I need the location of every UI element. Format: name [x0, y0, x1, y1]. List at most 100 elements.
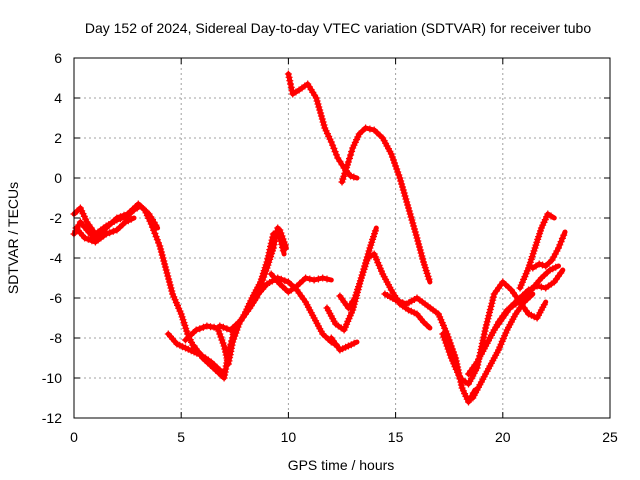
y-tick-label: 4 — [54, 90, 62, 106]
data-point-marker — [394, 168, 402, 176]
data-point-marker — [260, 273, 268, 281]
data-point-marker — [161, 260, 169, 268]
data-point-marker — [355, 130, 363, 138]
series-arc-20 — [469, 291, 536, 402]
data-point-marker — [399, 186, 407, 194]
data-point-marker — [388, 153, 396, 161]
axis-ticks: 0 5 10 15 20 25 -12 -10 -8 -6 -4 -2 0 2 4 6 — [42, 50, 618, 445]
data-point-marker — [420, 318, 427, 326]
data-point-marker — [278, 240, 286, 248]
data-point-marker — [226, 344, 234, 351]
data-point-marker — [258, 279, 266, 287]
data-point-marker — [127, 209, 135, 217]
data-point-marker — [425, 275, 433, 283]
data-point-marker — [542, 262, 550, 270]
data-point-marker — [165, 278, 173, 286]
plot-frame — [73, 57, 611, 419]
data-point-marker — [395, 171, 403, 179]
data-point-marker — [397, 177, 405, 185]
data-point-marker — [314, 275, 322, 283]
x-tick-label: 15 — [388, 429, 404, 445]
data-point-marker — [414, 237, 422, 245]
data-point-marker — [166, 281, 174, 289]
data-point-marker — [415, 240, 423, 248]
series-arc-2 — [70, 202, 161, 238]
data-point-marker — [419, 255, 427, 263]
series-arc-18 — [516, 210, 557, 292]
data-point-marker — [286, 77, 294, 85]
data-point-marker — [398, 180, 406, 188]
data-point-marker — [457, 381, 465, 389]
data-point-marker — [109, 227, 117, 235]
data-point-marker — [545, 259, 553, 267]
data-point-marker — [277, 237, 285, 245]
data-point-marker — [347, 151, 355, 159]
data-point-marker — [262, 267, 270, 275]
x-tick-label: 5 — [177, 429, 185, 445]
series-line — [339, 125, 433, 285]
x-tick-label: 25 — [602, 429, 618, 445]
series-arc-8 — [267, 270, 334, 296]
data-point-marker — [423, 321, 431, 329]
data-point-marker — [485, 312, 493, 320]
data-series — [70, 70, 568, 406]
data-point-marker — [344, 158, 352, 166]
data-point-marker — [401, 192, 409, 200]
data-point-marker — [362, 124, 370, 132]
data-point-marker — [411, 228, 419, 236]
y-tick-label: -2 — [50, 210, 63, 226]
data-point-marker — [547, 212, 555, 220]
data-point-marker — [315, 103, 323, 111]
data-point-marker — [117, 215, 124, 223]
series-arc-13 — [327, 334, 360, 354]
y-tick-label: -8 — [50, 330, 63, 346]
data-point-marker — [332, 151, 340, 159]
data-point-marker — [220, 342, 228, 350]
data-point-marker — [405, 204, 412, 212]
data-point-marker — [319, 118, 327, 126]
data-point-marker — [550, 253, 558, 261]
data-point-marker — [215, 327, 223, 335]
data-point-marker — [163, 269, 171, 277]
data-point-marker — [155, 239, 162, 247]
data-point-marker — [316, 106, 324, 114]
x-tick-label: 0 — [70, 429, 78, 445]
data-point-marker — [113, 216, 121, 224]
data-point-marker — [152, 221, 160, 229]
data-point-marker — [410, 222, 418, 230]
data-point-marker — [399, 183, 406, 191]
data-point-marker — [358, 127, 366, 135]
data-point-marker — [150, 226, 158, 234]
y-tick-label: 2 — [54, 130, 62, 146]
data-point-marker — [390, 156, 397, 164]
data-point-marker — [347, 172, 355, 180]
series-arc-16 — [465, 267, 566, 378]
data-point-marker — [558, 234, 566, 242]
data-point-marker — [537, 283, 545, 291]
data-point-marker — [404, 201, 412, 209]
x-tick-label: 10 — [281, 429, 297, 445]
data-point-marker — [152, 233, 160, 241]
data-point-marker — [392, 162, 400, 170]
data-point-marker — [102, 230, 110, 238]
series-arc-6 — [190, 224, 287, 382]
data-point-marker — [159, 254, 167, 262]
data-point-marker — [483, 318, 491, 326]
y-tick-label: -10 — [42, 370, 62, 386]
series-arc-19 — [529, 229, 568, 272]
data-point-marker — [480, 330, 488, 338]
data-point-marker — [84, 235, 92, 243]
data-point-marker — [313, 97, 321, 105]
data-point-marker — [416, 246, 424, 254]
data-point-marker — [395, 297, 403, 305]
data-point-marker — [210, 323, 218, 331]
data-point-marker — [310, 276, 318, 284]
data-point-marker — [284, 70, 292, 78]
data-point-marker — [302, 274, 310, 282]
data-point-marker — [287, 80, 294, 88]
data-point-marker — [279, 244, 286, 251]
data-point-marker — [408, 216, 416, 224]
data-point-marker — [371, 227, 379, 235]
data-point-marker — [488, 299, 496, 307]
